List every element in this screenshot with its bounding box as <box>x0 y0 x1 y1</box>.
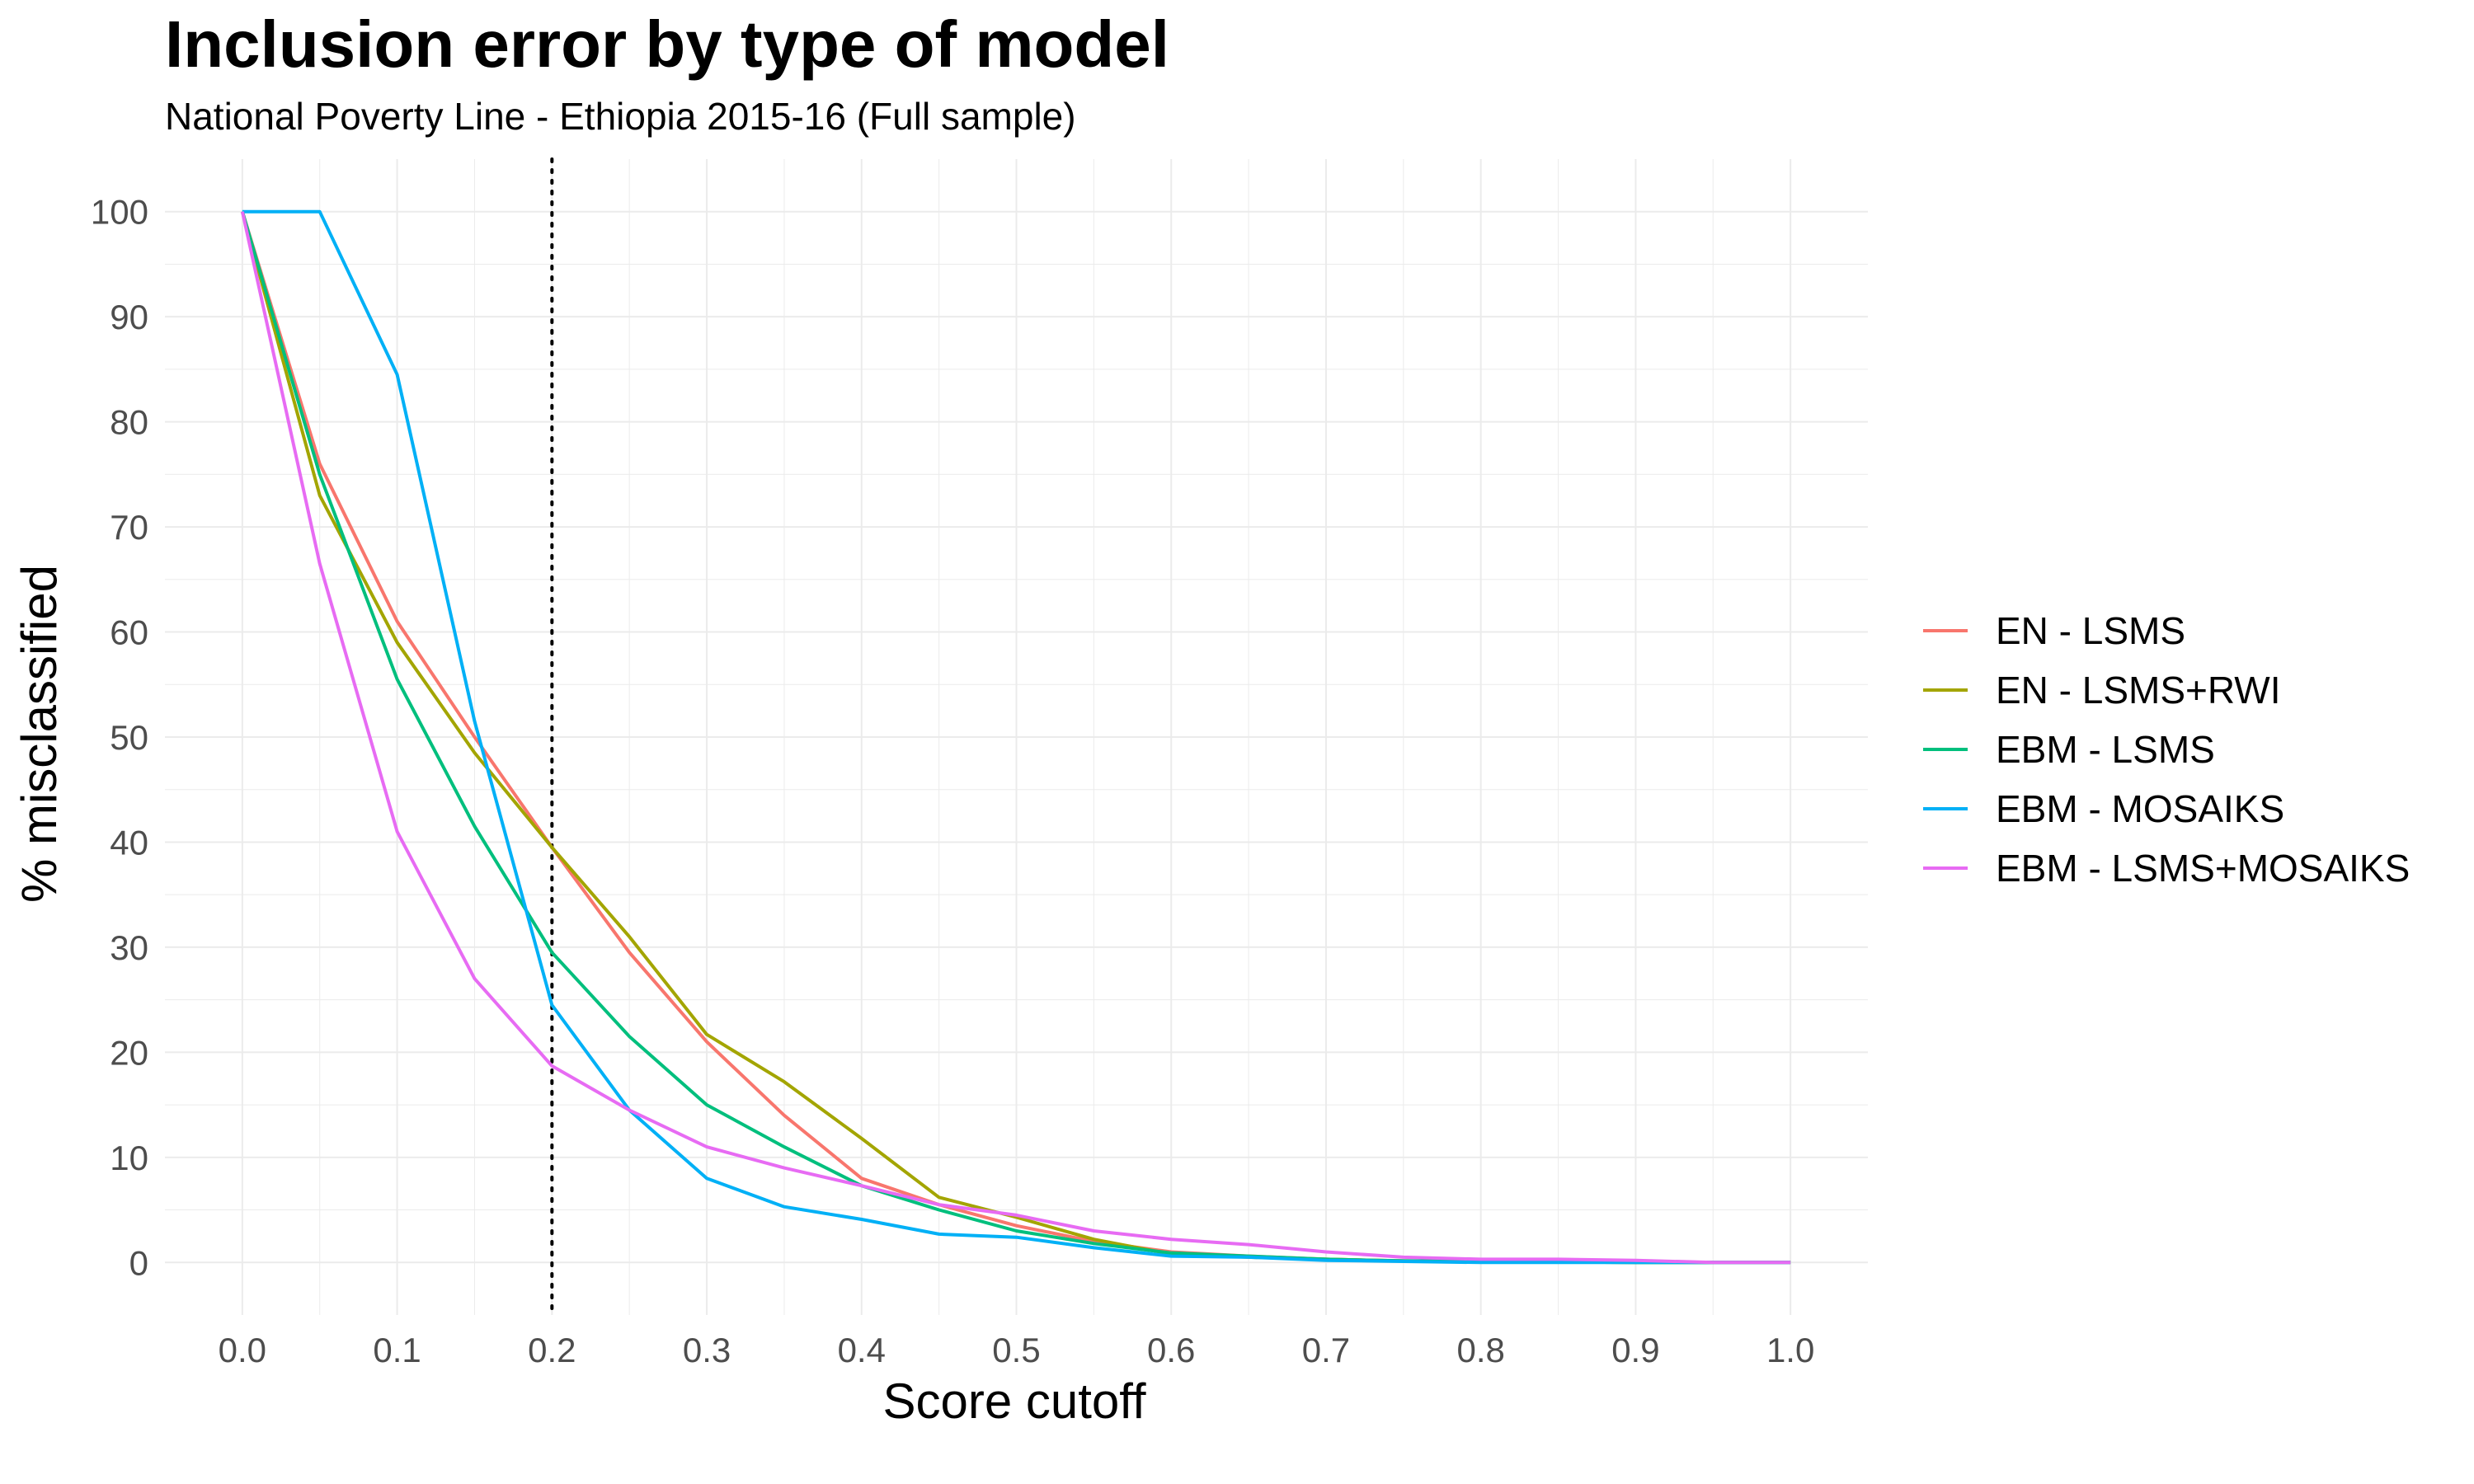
x-tick-label: 0.6 <box>1147 1331 1195 1369</box>
x-axis-title: Score cutoff <box>882 1374 1145 1429</box>
y-axis-ticks: 0 10 20 30 40 50 60 70 80 90 100 <box>91 193 148 1283</box>
x-tick-label: 0.4 <box>838 1331 886 1369</box>
chart-subtitle: National Poverty Line - Ethiopia 2015-16… <box>165 95 1076 138</box>
x-tick-label: 0.0 <box>219 1331 266 1369</box>
x-tick-label: 0.9 <box>1611 1331 1659 1369</box>
series-line-5 <box>240 211 1791 1265</box>
y-tick-label: 100 <box>91 193 148 232</box>
x-tick-label: 0.3 <box>683 1331 731 1369</box>
legend-label: EBM - LSMS <box>1996 728 2215 771</box>
y-axis-title: % misclassified <box>12 565 67 903</box>
y-tick-label: 10 <box>110 1139 148 1177</box>
legend-label: EN - LSMS <box>1996 609 2185 652</box>
y-tick-label: 90 <box>110 298 148 336</box>
y-tick-label: 70 <box>110 508 148 547</box>
legend-label: EBM - LSMS+MOSAIKS <box>1996 847 2410 890</box>
series-lines <box>240 209 1791 1265</box>
y-tick-label: 20 <box>110 1033 148 1072</box>
y-tick-label: 60 <box>110 613 148 652</box>
x-tick-label: 1.0 <box>1766 1331 1814 1369</box>
x-tick-label: 0.8 <box>1456 1331 1504 1369</box>
legend-label: EN - LSMS+RWI <box>1996 669 2281 711</box>
x-axis-ticks: 0.0 0.1 0.2 0.3 0.4 0.5 0.6 0.7 0.8 0.9 1.0 <box>219 1331 1815 1369</box>
series-line-4 <box>242 209 1791 1265</box>
x-tick-label: 0.5 <box>992 1331 1040 1369</box>
legend-label: EBM - MOSAIKS <box>1996 787 2284 830</box>
x-tick-label: 0.7 <box>1302 1331 1350 1369</box>
y-tick-label: 50 <box>110 718 148 757</box>
legend: EN - LSMS EN - LSMS+RWI EBM - LSMS EBM - MO… <box>1923 609 2410 890</box>
x-tick-label: 0.2 <box>528 1331 576 1369</box>
gridlines <box>165 159 1868 1315</box>
y-tick-label: 0 <box>129 1243 148 1282</box>
y-tick-label: 30 <box>110 928 148 967</box>
chart-title: Inclusion error by type of model <box>165 7 1169 81</box>
y-tick-label: 40 <box>110 823 148 862</box>
x-tick-label: 0.1 <box>373 1331 421 1369</box>
y-tick-label: 80 <box>110 403 148 442</box>
